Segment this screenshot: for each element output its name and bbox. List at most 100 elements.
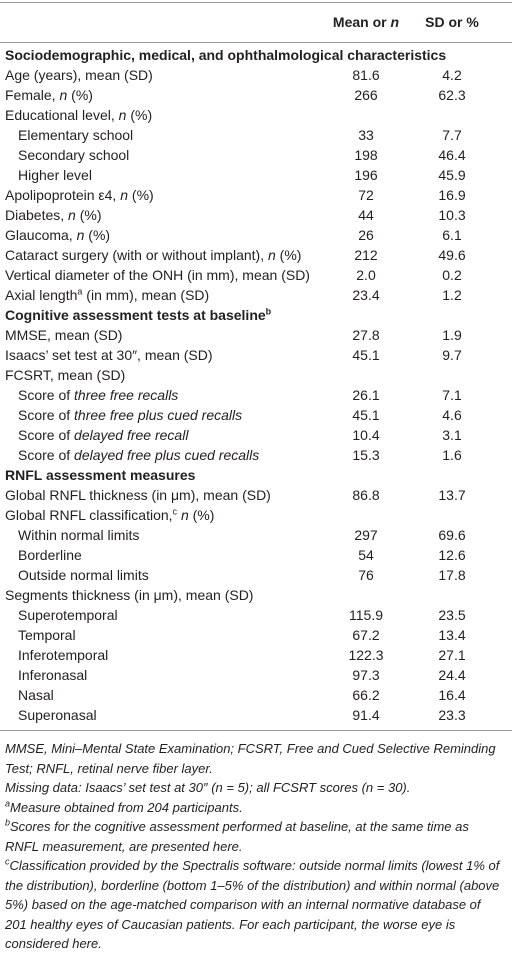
table-row: Axial lengtha (in mm), mean (SD) 23.4 1.2 [0,285,512,305]
footnote: Missing data: Isaacs’ set test at 30″ (n… [5,780,411,795]
section-title: Cognitive assessment tests at baselineb [5,305,271,325]
table-row: Score of delayed free recall 10.4 3.1 [0,425,512,445]
row-label: MMSE, mean (SD) [5,327,123,343]
sd-cell: 1.2 [442,287,462,303]
table-row: Apolipoprotein ε4, n (%) 72 16.9 [0,185,512,205]
mean-cell: 122.3 [348,647,384,663]
sd-cell: 23.5 [438,607,466,623]
footnote: bScores for the cognitive assessment per… [5,817,505,856]
row-label: Nasal [18,687,54,703]
sd-cell: 27.1 [438,647,466,663]
text-run: (%) [275,247,302,263]
sd-cell: 17.8 [438,567,466,583]
footnote: aMeasure obtained from 204 participants. [5,798,505,818]
table-row: Cataract surgery (with or without implan… [0,245,512,265]
mean-cell: 196 [354,167,378,183]
text-run: delayed free plus cued recalls [74,447,260,463]
mean-cell: 15.3 [352,447,380,463]
header-row: Mean or n SD or % [0,12,512,32]
mean-cell: 67.2 [352,627,380,643]
mean-cell: 2.0 [356,267,376,283]
text-run: Classification provided by the Spectrali… [5,858,500,951]
table-row: Isaacs’ set test at 30″, mean (SD) 45.1 9.… [0,345,512,365]
table-row: MMSE, mean (SD) 27.8 1.9 [0,325,512,345]
table-row: Superotemporal 115.9 23.5 [0,605,512,625]
mean-cell: 81.6 [352,67,380,83]
text-run: c [172,506,178,517]
table-row: Borderline 54 12.6 [0,545,512,565]
text-run: (%) [126,107,153,123]
text-run: n [76,227,85,243]
sd-cell: 13.7 [438,487,466,503]
sd-cell: 16.4 [438,687,466,703]
mean-cell: 198 [354,147,378,163]
text-run: Glaucoma, [5,227,77,243]
row-label: Isaacs’ set test at 30″, mean (SD) [5,347,213,363]
table-row: Female, n (%) 266 62.3 [0,85,512,105]
table-row: Inferotemporal 122.3 27.1 [0,645,512,665]
row-label: Axial lengtha (in mm), mean (SD) [5,285,209,305]
sd-cell: 9.7 [442,347,462,363]
sd-cell: 1.6 [442,447,462,463]
mean-cell: 33 [358,127,374,143]
text-run: n [267,247,276,263]
table-row: Score of three free plus cued recalls 45.… [0,405,512,425]
mean-cell: 97.3 [352,667,380,683]
table-row: Vertical diameter of the ONH (in mm), me… [0,265,512,285]
row-label: Inferotemporal [18,647,109,663]
text-run: c [5,856,10,867]
text-run: n [68,207,76,223]
table-row: Inferonasal 97.3 24.4 [0,665,512,685]
text-run: Female, [5,87,60,103]
table-row: Outside normal limits 76 17.8 [0,565,512,585]
row-label: Cataract surgery (with or without implan… [5,245,301,265]
text-run: n [390,14,400,30]
sd-cell: 46.4 [438,147,466,163]
text-run: (%) [188,507,215,523]
table-row: Segments thickness (in μm), mean (SD) [0,585,512,605]
row-label: Female, n (%) [5,85,93,105]
mean-cell: 45.1 [352,407,380,423]
sd-cell: 10.3 [438,207,466,223]
table-row: Temporal 67.2 13.4 [0,625,512,645]
mean-cell: 91.4 [352,707,380,723]
sd-cell: 1.9 [442,327,462,343]
sd-cell: 49.6 [438,247,466,263]
mean-cell: 10.4 [352,427,380,443]
row-label: Segments thickness (in μm), mean (SD) [5,587,254,603]
table-row: Elementary school 33 7.7 [0,125,512,145]
text-run: n [180,507,189,523]
text-run: Global RNFL classification, [5,507,173,523]
table-row: Glaucoma, n (%) 26 6.1 [0,225,512,245]
table-row: Educational level, n (%) [0,105,512,125]
sd-cell: 6.1 [442,227,462,243]
sd-cell: 7.7 [442,127,462,143]
sd-cell: 12.6 [438,547,466,563]
text-run: Diabetes, [5,207,69,223]
footnote: MMSE, Mini–Mental State Examination; FCS… [5,741,496,776]
sd-cell: 3.1 [442,427,462,443]
row-label: Score of three free plus cued recalls [18,405,242,425]
text-run: n [59,87,68,103]
mean-cell: 266 [354,87,378,103]
sd-cell: 62.3 [438,87,466,103]
sd-cell: 4.2 [442,67,462,83]
table-row: Diabetes, n (%) 44 10.3 [0,205,512,225]
row-label: Vertical diameter of the ONH (in mm), me… [5,267,310,283]
table-row: Age (years), mean (SD) 81.6 4.2 [0,65,512,85]
header-cell: Mean or n [320,12,412,32]
text-run: Score of [18,387,75,403]
text-run: three free recalls [74,387,179,403]
table-row: Superonasal 91.4 23.3 [0,705,512,725]
header-cell: SD or % [425,14,479,30]
mean-cell: 86.8 [352,487,380,503]
text-run: Measure obtained from 204 participants. [10,799,243,815]
table-row: Secondary school 198 46.4 [0,145,512,165]
row-label: Outside normal limits [18,567,149,583]
mean-cell: 23.4 [352,287,380,303]
mean-cell: 44 [358,207,374,223]
text-run: Scores for the cognitive assessment perf… [5,819,469,854]
row-label: Secondary school [18,147,130,163]
section-title: RNFL assessment measures [5,467,196,483]
row-label: Age (years), mean (SD) [5,67,153,83]
